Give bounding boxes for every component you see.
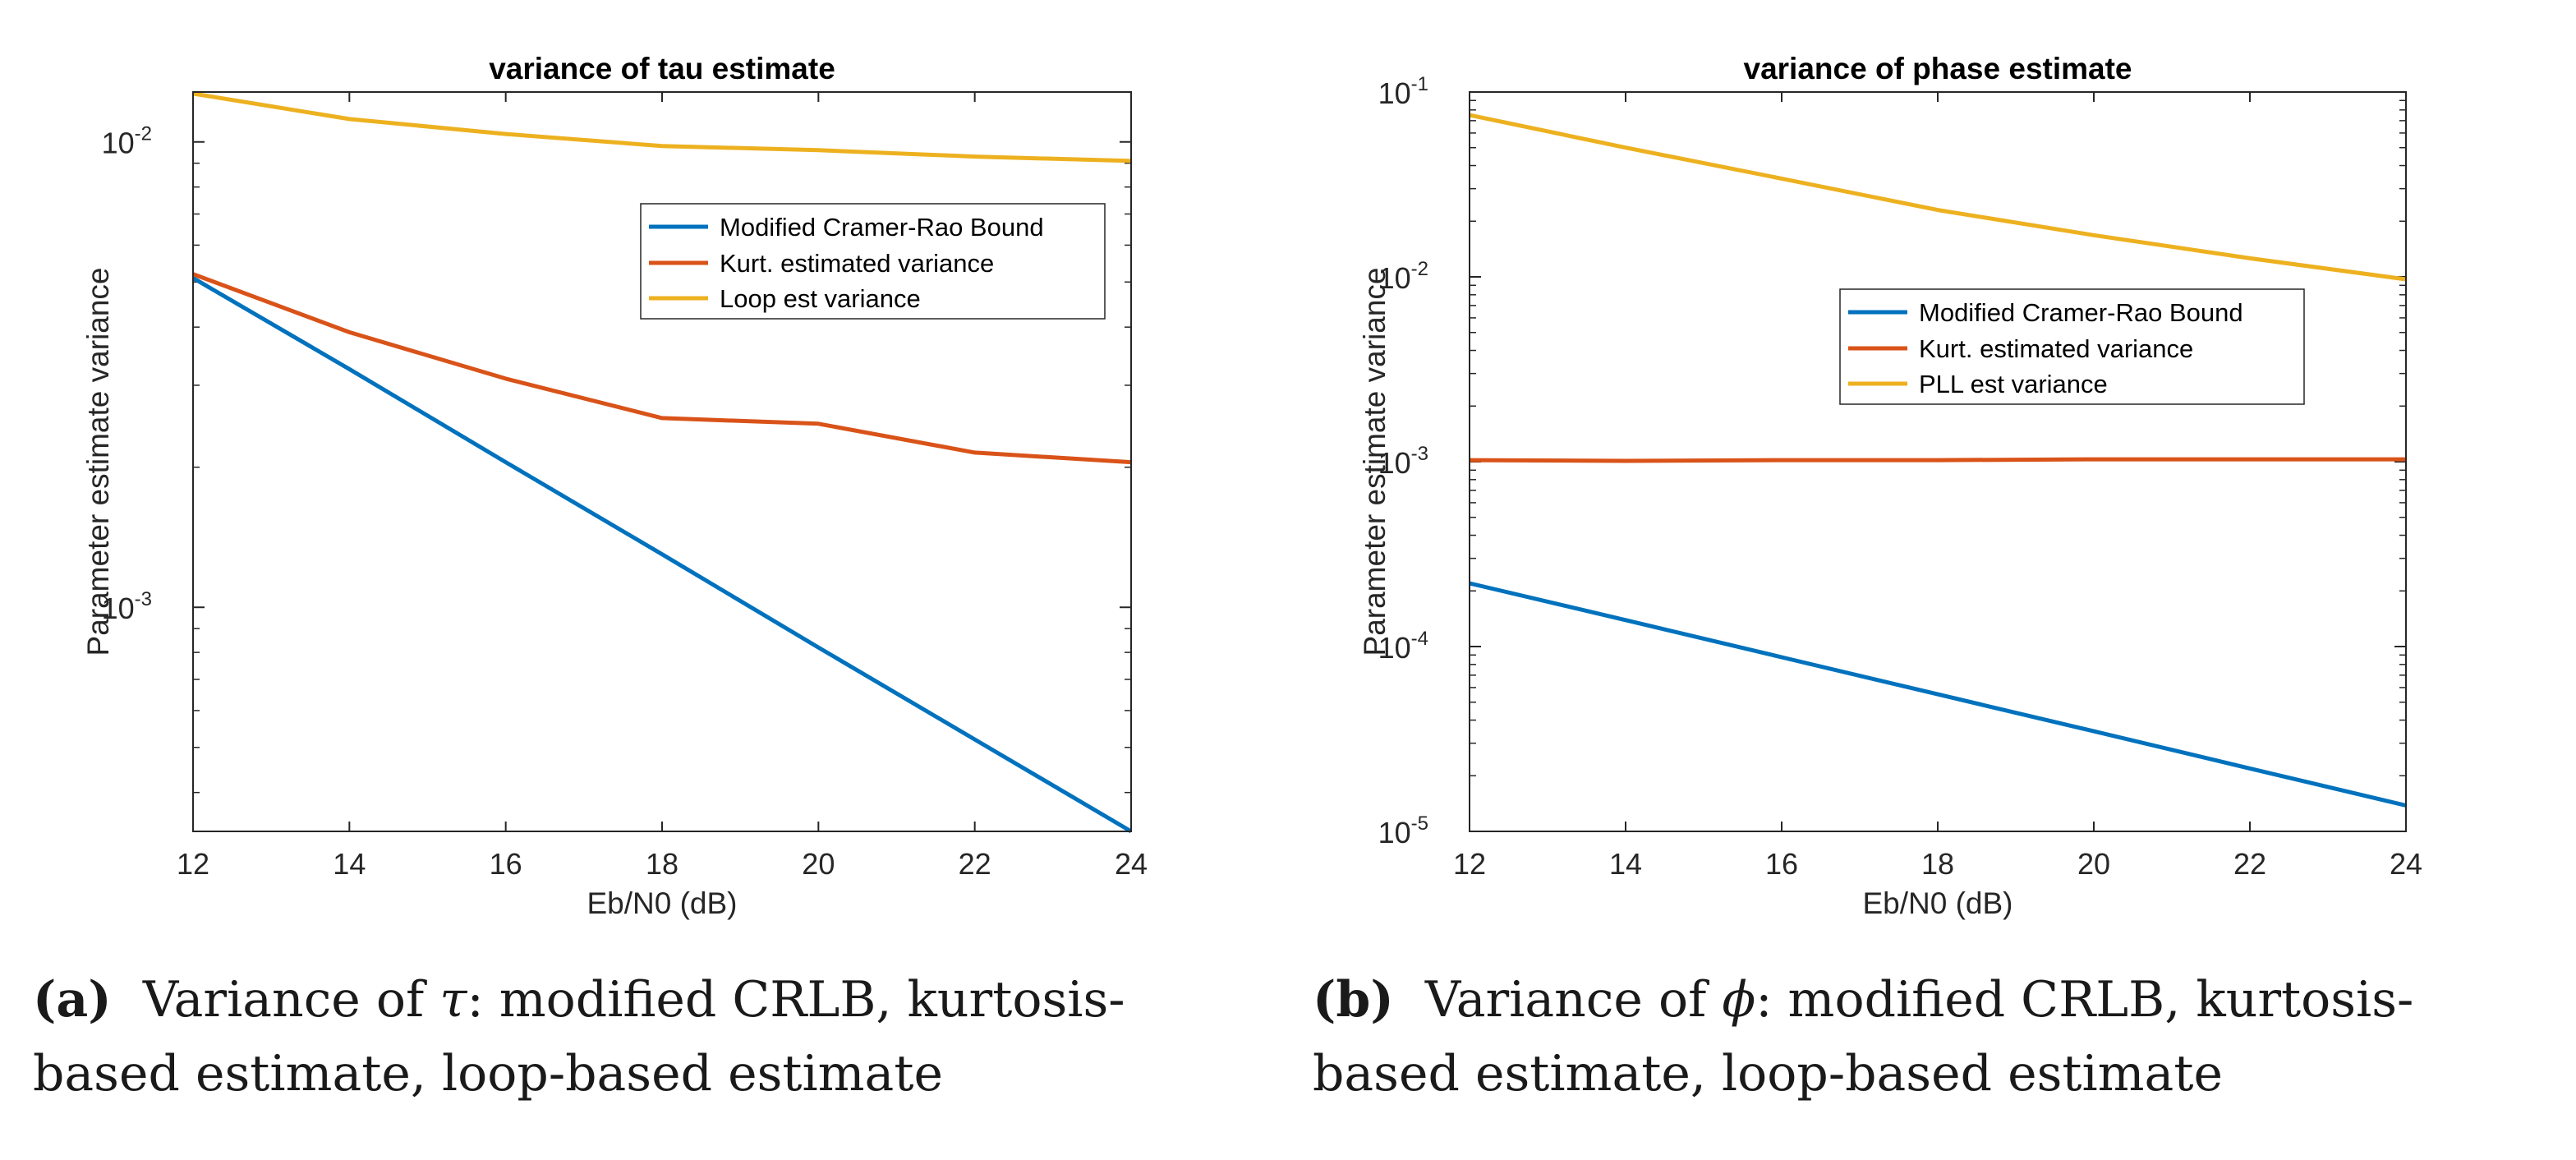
chart-a-x-tick-label: 24 [1115,847,1148,881]
caption-a-label: (a) [33,971,112,1029]
chart-b-x-tick-label: 12 [1453,847,1486,881]
chart-a-y-tick-label: 10-3 [102,588,152,625]
chart-b-title: variance of phase estimate [1744,52,2132,85]
chart-a-x-label: Eb/N0 (dB) [586,886,737,920]
caption-a: (a) Variance of τ: modified CRLB, kurtos… [33,963,1125,1111]
chart-a-axes-box [192,91,1132,832]
chart-a-x-tick-label: 12 [177,847,209,881]
chart-a-x-tick-label: 22 [959,847,991,881]
chart-b-series-line-third [1469,113,2407,282]
chart-b-x-tick-label: 22 [2233,847,2266,881]
caption-a-text-pre: Variance of [142,971,440,1029]
chart-a: variance of tau estimate 12 14 16 18 20 22 24 … [81,52,1148,920]
caption-b-line-1: (b) Variance of ϕ: modified CRLB, kurtos… [1313,963,2413,1037]
chart-a-legend-label-loop: Loop est variance [720,284,921,313]
caption-b: (b) Variance of ϕ: modified CRLB, kurtos… [1313,963,2413,1111]
chart-b-legend: Modified Cramer-Rao Bound Kurt. estimate… [1839,288,2305,405]
chart-a-series-line-third [192,91,1132,163]
chart-b-series-group [1469,113,2407,808]
chart-b-axes-box [1469,91,2407,832]
chart-a-series-line-kurt [192,272,1132,465]
chart-b-y-ticks: 10-5 10-4 10-3 10-2 10-1 [1378,73,2406,849]
chart-b-x-tick-label: 16 [1765,847,1798,881]
chart-a-legend-label-kurt: Kurt. estimated variance [720,249,994,278]
caption-a-line-1: (a) Variance of τ: modified CRLB, kurtos… [33,963,1125,1037]
caption-a-text-post: : modified CRLB, kurtosis- [467,971,1125,1029]
chart-a-y-label: Parameter estimate variance [81,268,115,656]
chart-a-x-tick-label: 20 [802,847,835,881]
chart-b-y-tick-label: 10-5 [1378,812,1428,849]
chart-b-y-tick-label: 10-4 [1378,628,1428,665]
chart-a-series-line-mcrb [191,276,1133,834]
chart-b-legend-label-pll: PLL est variance [1919,370,2108,398]
chart-b-x-label: Eb/N0 (dB) [1862,886,2012,920]
chart-a-y-tick-label: 10-2 [102,123,152,160]
chart-a-y-ticks: 10-3 10-2 [102,123,1131,794]
caption-b-line-2: based estimate, loop-based estimate [1313,1045,2223,1102]
caption-b-label: (b) [1313,971,1394,1029]
chart-b-series-line-mcrb [1469,581,2407,808]
chart-a-x-tick-label: 18 [646,847,678,881]
chart-b-legend-label-mcrb: Modified Cramer-Rao Bound [1919,298,2243,327]
caption-a-line-2: based estimate, loop-based estimate [33,1045,943,1102]
caption-a-symbol: τ [439,971,467,1029]
chart-b-y-label: Parameter estimate variance [1358,268,1392,656]
caption-b-text-pre: Variance of [1424,971,1723,1029]
caption-b-symbol: ϕ [1722,971,1756,1029]
chart-a-legend-box [640,203,1106,320]
chart-b-y-tick-label: 10-1 [1378,73,1428,110]
chart-b-x-tick-label: 24 [2390,847,2422,881]
caption-b-text-post: : modified CRLB, kurtosis- [1755,971,2414,1029]
chart-b-legend-box [1839,288,2305,405]
chart-b: variance of phase estimate 12 14 16 18 20 22 2… [1358,52,2422,920]
chart-b-series-line-kurt [1469,457,2406,463]
chart-a-series-group [191,91,1133,834]
chart-b-legend-label-kurt: Kurt. estimated variance [1919,334,2193,363]
chart-a-x-tick-label: 14 [333,847,366,881]
chart-a-plot-area [193,92,1131,831]
chart-a-x-tick-label: 16 [490,847,522,881]
chart-b-x-ticks: 12 14 16 18 20 22 24 [1453,92,2422,881]
chart-b-y-tick-label: 10-2 [1378,258,1428,295]
chart-a-x-ticks: 12 14 16 18 20 22 24 [177,92,1148,881]
chart-b-x-tick-label: 14 [1609,847,1642,881]
chart-a-legend-label-mcrb: Modified Cramer-Rao Bound [720,213,1044,242]
chart-a-title: variance of tau estimate [489,52,835,85]
chart-b-y-tick-label: 10-3 [1378,443,1428,480]
chart-b-x-tick-label: 20 [2077,847,2110,881]
chart-a-legend: Modified Cramer-Rao Bound Kurt. estimate… [640,203,1106,320]
chart-b-x-tick-label: 18 [1921,847,1954,881]
